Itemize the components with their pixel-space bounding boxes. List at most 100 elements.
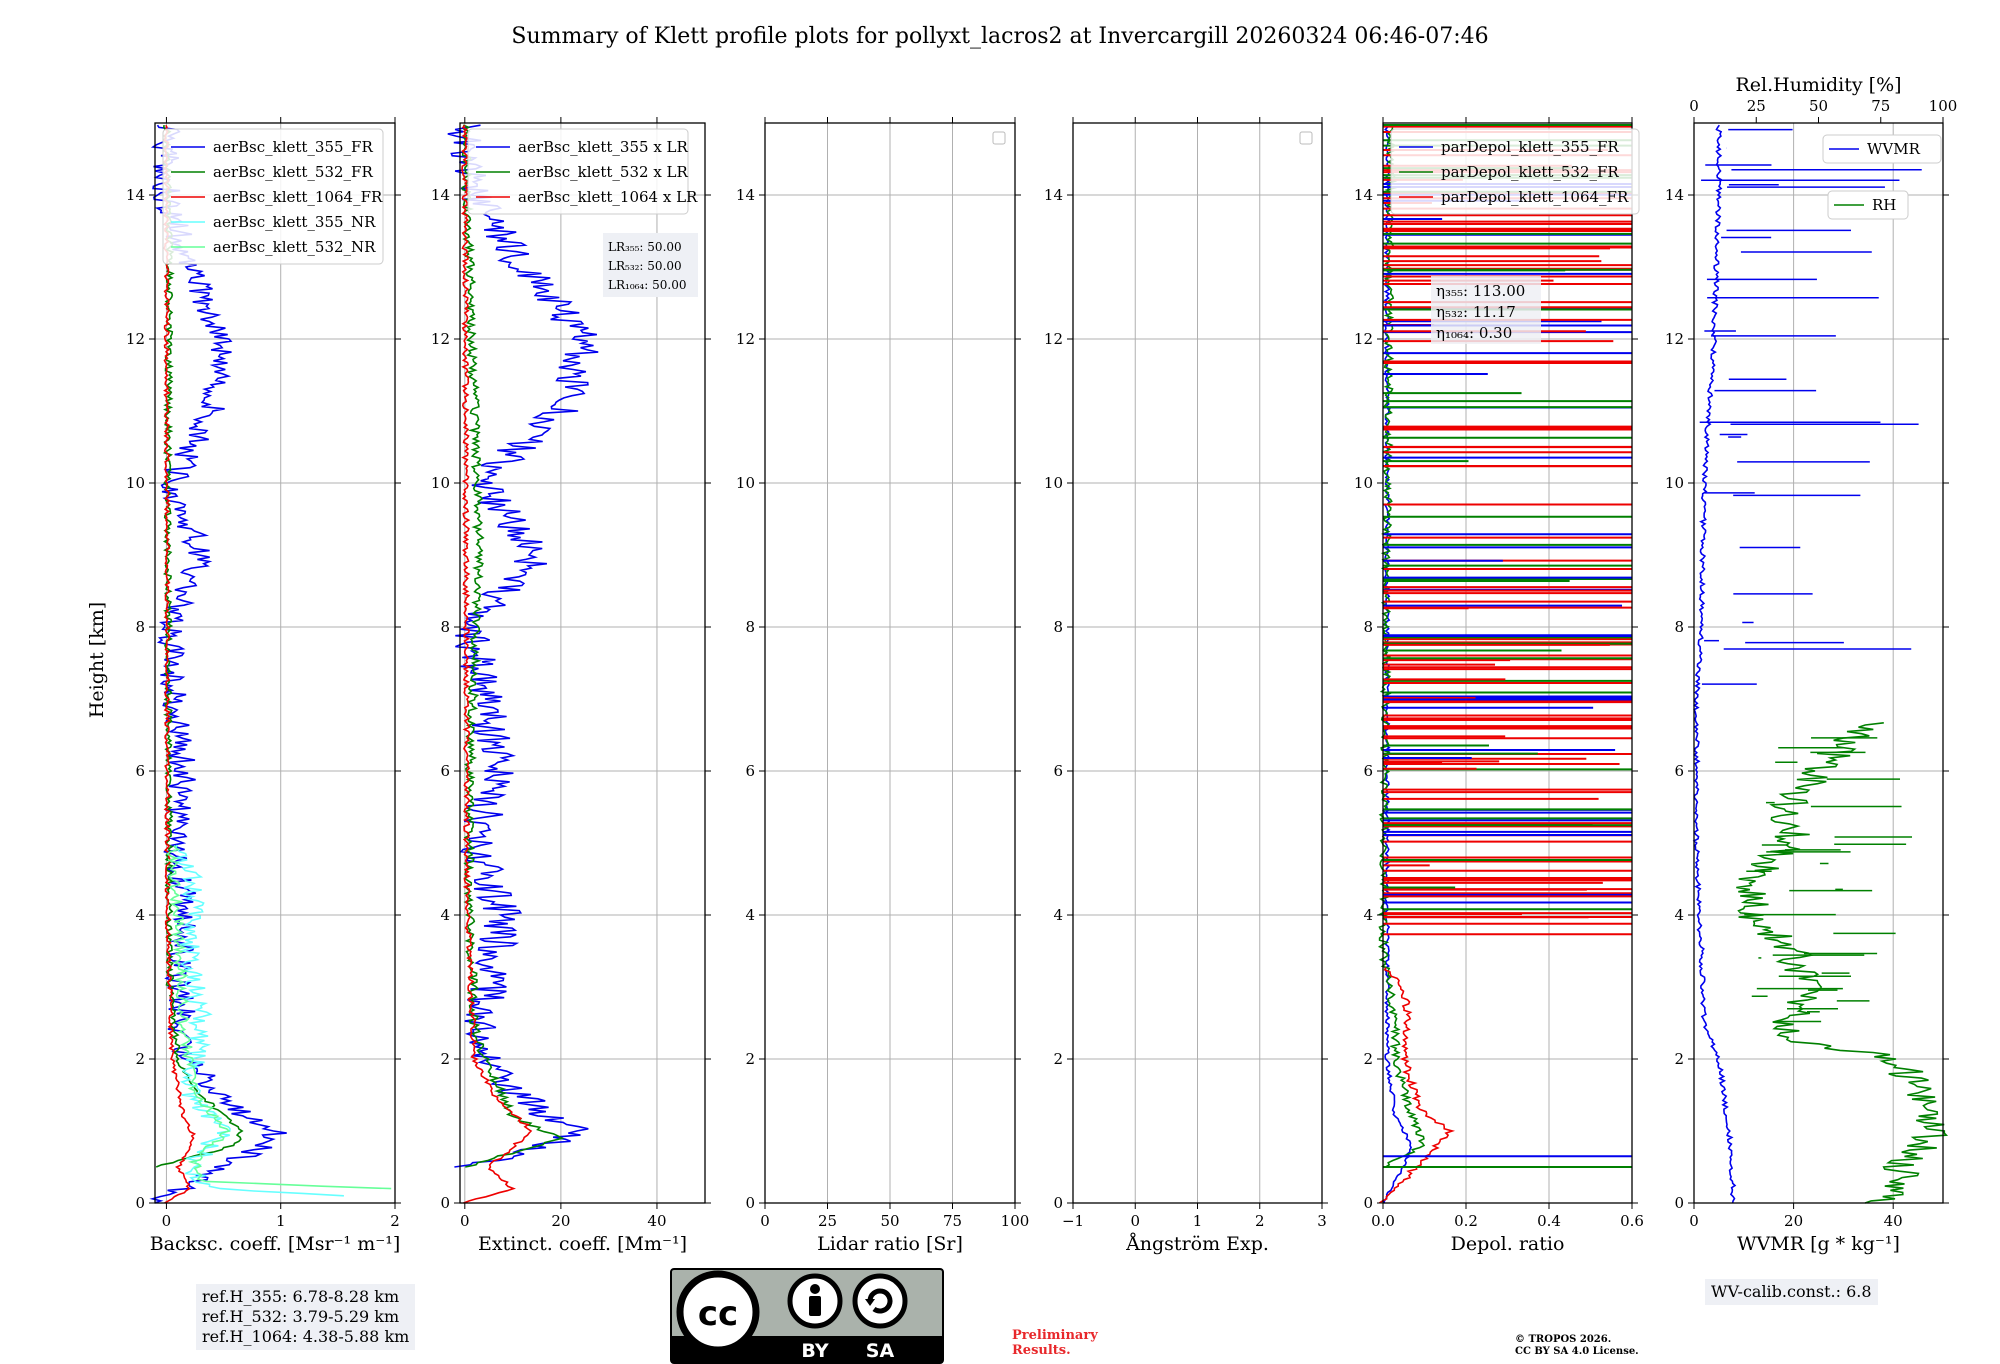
y-tick-label: 14 (1665, 186, 1684, 204)
y-tick-label: 14 (1354, 186, 1373, 204)
legend-label: aerBsc_klett_355 x LR (518, 138, 689, 156)
y-tick-label: 6 (135, 762, 145, 780)
y-tick-label: 2 (1363, 1050, 1373, 1068)
panel-depol: 0 2 4 6 8 10 12 14 0.0 0.2 0.4 0.6 Depol. ratio parDe… (1354, 117, 1644, 1255)
x-tick-label: 0 (162, 1212, 172, 1230)
panel-lr: 0 2 4 6 8 10 12 14 0 25 50 75 100 Lidar ratio [Sr] (736, 117, 1029, 1255)
x-tick-label: 20 (551, 1212, 570, 1230)
legend-label: aerBsc_klett_355_NR (213, 213, 376, 231)
y-tick-label: 6 (440, 762, 450, 780)
legend-label: parDepol_klett_1064_FR (1441, 188, 1629, 206)
y-tick-label: 10 (1044, 474, 1063, 492)
y-tick-label: 6 (1363, 762, 1373, 780)
y-tick-label: 8 (1363, 618, 1373, 636)
x-tick-label: 0.0 (1371, 1212, 1395, 1230)
series-line-bsc-3 (173, 844, 344, 1197)
x-tick-label: 25 (818, 1212, 837, 1230)
y-tick-label: 8 (440, 618, 450, 636)
x-tick-label: 0 (460, 1212, 470, 1230)
top-x-axis-label: Rel.Humidity [%] (1735, 74, 1901, 96)
legend-box (1827, 190, 1909, 220)
y-tick-label: 2 (1674, 1050, 1684, 1068)
y-tick-label: 10 (1354, 474, 1373, 492)
y-tick-label: 2 (440, 1050, 450, 1068)
legend-label: parDepol_klett_355_FR (1441, 138, 1619, 156)
y-tick-label: 12 (1354, 330, 1373, 348)
y-tick-label: 4 (1363, 906, 1373, 924)
series-line-bsc-4 (166, 845, 392, 1190)
axes-frame (154, 122, 396, 1204)
cc-sa-label: SA (866, 1340, 895, 1362)
series-line-bsc-0 (149, 124, 287, 1204)
x-tick-label: 0 (1130, 1212, 1140, 1230)
x-tick-label: 0 (1689, 1212, 1699, 1230)
series-line-depol-1 (1377, 125, 1426, 1168)
top-x-tick-label: 0 (1689, 97, 1699, 115)
lidar-ratio-value: LR₃₅₅: 50.00 (608, 240, 682, 254)
legend-label: aerBsc_klett_1064 x LR (518, 188, 698, 206)
wv-calibration-box: WV-calib.const.: 6.8 (1705, 1279, 1878, 1305)
copyright-line-2: CC BY SA 4.0 License. (1515, 1346, 1639, 1357)
y-tick-label: 10 (736, 474, 755, 492)
panel-wv: 0 2 4 6 8 10 12 14 0 20 40 WVMR [g * kg⁻¹] 0 25 50 75 10… (1665, 74, 1957, 1255)
copyright-note: © TROPOS 2026. CC BY SA 4.0 License. (1515, 1334, 1639, 1358)
preliminary-results-note: Preliminary Results. (1012, 1328, 1098, 1358)
y-tick-label: 2 (1053, 1050, 1063, 1068)
panel-ext: 0 2 4 6 8 10 12 14 0 20 40 Extinct. coeff. [Mm⁻¹] ae… (431, 117, 711, 1255)
preliminary-line-2: Results. (1012, 1343, 1071, 1358)
legend-box (467, 128, 689, 215)
axes-frame (1693, 122, 1944, 1204)
x-axis-label: Depol. ratio (1451, 1233, 1565, 1255)
y-tick-label: 14 (1044, 186, 1063, 204)
x-axis-label: Ångström Exp. (1125, 1233, 1269, 1255)
y-tick-label: 12 (1665, 330, 1684, 348)
legend-label: WVMR (1867, 140, 1921, 158)
x-tick-label: 0.4 (1537, 1212, 1561, 1230)
x-axis-label: Backsc. coeff. [Msr⁻¹ m⁻¹] (150, 1233, 401, 1255)
y-tick-label: 0 (1363, 1194, 1373, 1212)
legend-label: aerBsc_klett_532 x LR (518, 163, 689, 181)
wv-calib-const: WV-calib.const.: 6.8 (1711, 1282, 1872, 1301)
legend-box (1390, 128, 1640, 215)
y-tick-label: 0 (135, 1194, 145, 1212)
y-tick-label: 10 (431, 474, 450, 492)
ref-height-355: ref.H_355: 6.78-8.28 km (202, 1287, 400, 1306)
x-axis-label: Lidar ratio [Sr] (817, 1233, 963, 1255)
y-tick-label: 6 (1053, 762, 1063, 780)
y-tick-label: 12 (126, 330, 145, 348)
legend-label: parDepol_klett_532_FR (1441, 163, 1619, 181)
y-tick-label: 4 (135, 906, 145, 924)
y-tick-label: 2 (135, 1050, 145, 1068)
series-line-ext-1 (461, 124, 565, 1168)
x-tick-label: 2 (390, 1212, 400, 1230)
top-x-tick-label: 50 (1809, 97, 1828, 115)
y-tick-label: 14 (431, 186, 450, 204)
x-tick-label: 50 (880, 1212, 899, 1230)
share-alike-icon (852, 1273, 908, 1329)
y-tick-label: 2 (745, 1050, 755, 1068)
x-tick-label: 2 (1255, 1212, 1265, 1230)
series-line-ext-2 (461, 124, 533, 1204)
x-tick-label: 20 (1784, 1212, 1803, 1230)
legend-label: aerBsc_klett_532_NR (213, 238, 376, 256)
eta-value: η₃₅₅: 113.00 (1436, 282, 1525, 300)
x-tick-label: 75 (943, 1212, 962, 1230)
svg-text:cc: cc (698, 1294, 738, 1334)
y-tick-label: 6 (745, 762, 755, 780)
top-x-tick-label: 25 (1747, 97, 1766, 115)
cc-by-label: BY (801, 1340, 828, 1362)
ref-height-1064: ref.H_1064: 4.38-5.88 km (202, 1327, 410, 1346)
y-tick-label: 8 (1053, 618, 1063, 636)
lidar-ratio-value: LR₁₀₆₄: 50.00 (608, 278, 686, 292)
y-tick-label: 0 (1053, 1194, 1063, 1212)
eta-value: η₁₀₆₄: 0.30 (1436, 324, 1512, 342)
y-tick-label: 4 (1053, 906, 1063, 924)
x-axis-label: WVMR [g * kg⁻¹] (1737, 1233, 1900, 1255)
cc-logo-icon (676, 1270, 760, 1354)
eta-box (1431, 276, 1541, 344)
eta-value: η₅₃₂: 11.17 (1436, 303, 1516, 321)
preliminary-line-1: Preliminary (1012, 1328, 1098, 1343)
x-axis-label: Extinct. coeff. [Mm⁻¹] (478, 1233, 687, 1255)
series-line-bsc-2 (163, 124, 197, 1204)
